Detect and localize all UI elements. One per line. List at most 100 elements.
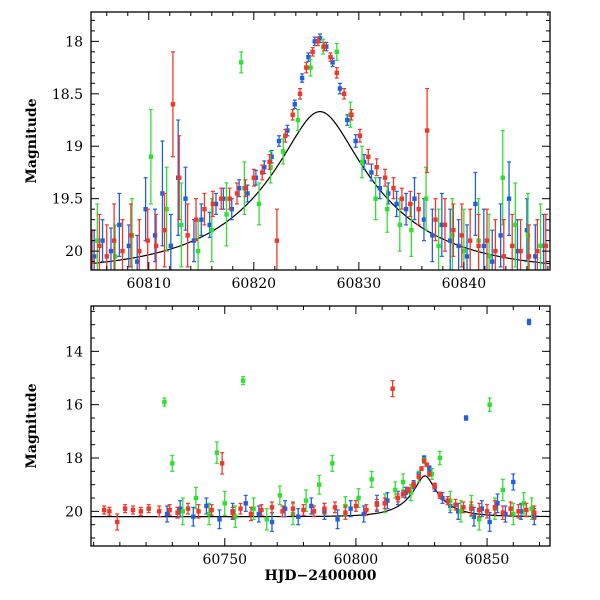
data-marker xyxy=(264,517,269,522)
data-point xyxy=(391,177,396,200)
data-point xyxy=(538,203,543,270)
data-marker xyxy=(484,509,490,514)
data-point xyxy=(335,509,340,530)
data-marker xyxy=(299,75,305,81)
data-marker xyxy=(382,501,387,506)
series-2 xyxy=(91,36,548,270)
data-marker xyxy=(498,233,503,238)
data-point xyxy=(269,501,275,514)
data-marker xyxy=(484,238,490,243)
data-point xyxy=(183,166,188,231)
data-point xyxy=(500,478,505,502)
data-point xyxy=(374,158,379,177)
data-point xyxy=(508,501,513,516)
data-point xyxy=(369,470,374,488)
data-marker xyxy=(456,243,461,249)
data-marker xyxy=(341,91,347,97)
data-point xyxy=(301,504,306,516)
data-marker xyxy=(143,206,148,212)
data-marker xyxy=(334,70,339,76)
data-marker xyxy=(296,514,301,519)
data-point xyxy=(304,61,309,74)
data-marker xyxy=(464,254,470,259)
top-panel-zoomed-lightcurve: 60810 60820 60830 60840 18 18.5 19 19.5 20 Magnit… xyxy=(24,11,551,292)
data-point xyxy=(361,505,366,523)
data-point xyxy=(204,497,209,515)
data-marker xyxy=(290,506,296,511)
data-point xyxy=(419,466,424,472)
data-marker xyxy=(366,154,371,159)
data-marker xyxy=(328,54,333,60)
data-marker xyxy=(117,222,122,228)
data-marker xyxy=(476,243,481,249)
data-marker xyxy=(335,517,340,522)
data-point xyxy=(448,208,453,270)
data-point xyxy=(364,504,369,516)
data-point xyxy=(164,166,169,252)
data-point xyxy=(230,506,235,519)
data-marker xyxy=(177,506,183,511)
data-marker xyxy=(309,503,314,509)
data-point xyxy=(164,505,170,523)
series-0 xyxy=(164,318,537,532)
data-marker xyxy=(400,479,406,485)
data-marker xyxy=(424,462,429,467)
data-marker xyxy=(196,509,201,514)
data-point xyxy=(506,161,512,236)
data-marker xyxy=(101,507,107,513)
data-marker xyxy=(227,196,232,201)
data-marker xyxy=(516,509,521,514)
data-point xyxy=(283,128,288,143)
data-marker xyxy=(135,259,140,264)
data-point xyxy=(101,505,107,515)
data-marker xyxy=(308,65,313,70)
data-point xyxy=(207,211,212,239)
data-marker xyxy=(259,507,264,513)
data-point xyxy=(511,473,516,491)
data-marker xyxy=(170,102,176,107)
data-point xyxy=(222,490,227,516)
data-marker xyxy=(463,415,469,421)
data-point xyxy=(128,203,134,268)
data-point xyxy=(292,99,297,110)
data-point xyxy=(334,42,339,61)
data-point xyxy=(500,505,505,520)
data-point xyxy=(202,192,207,226)
data-marker xyxy=(473,201,478,207)
data-point xyxy=(416,473,422,480)
data-marker xyxy=(304,65,309,70)
data-marker xyxy=(529,506,534,511)
data-marker xyxy=(486,254,492,259)
data-marker xyxy=(306,54,311,60)
data-point xyxy=(97,213,102,270)
data-marker xyxy=(321,44,327,49)
data-point xyxy=(269,512,275,532)
data-point xyxy=(377,177,383,200)
data-marker xyxy=(543,243,548,249)
data-marker xyxy=(281,149,286,154)
data-point xyxy=(461,501,466,514)
data-point xyxy=(390,380,395,398)
data-marker xyxy=(433,217,438,222)
data-point xyxy=(400,490,406,498)
data-marker xyxy=(490,259,495,264)
data-marker xyxy=(437,493,443,498)
data-point xyxy=(393,481,398,499)
data-point xyxy=(146,504,151,514)
data-point xyxy=(412,177,417,221)
data-point xyxy=(473,171,478,236)
data-marker xyxy=(385,498,390,503)
data-marker xyxy=(518,509,524,514)
data-point xyxy=(170,51,176,158)
data-marker xyxy=(511,511,516,517)
data-point xyxy=(177,500,183,518)
data-marker xyxy=(115,519,120,525)
data-point xyxy=(130,505,136,515)
data-marker xyxy=(386,191,391,196)
data-marker xyxy=(337,86,343,91)
model-curve xyxy=(91,111,550,265)
data-point xyxy=(111,203,117,270)
data-marker xyxy=(267,159,272,165)
y-tick-label: 18.5 xyxy=(52,87,83,103)
data-point xyxy=(104,224,109,270)
